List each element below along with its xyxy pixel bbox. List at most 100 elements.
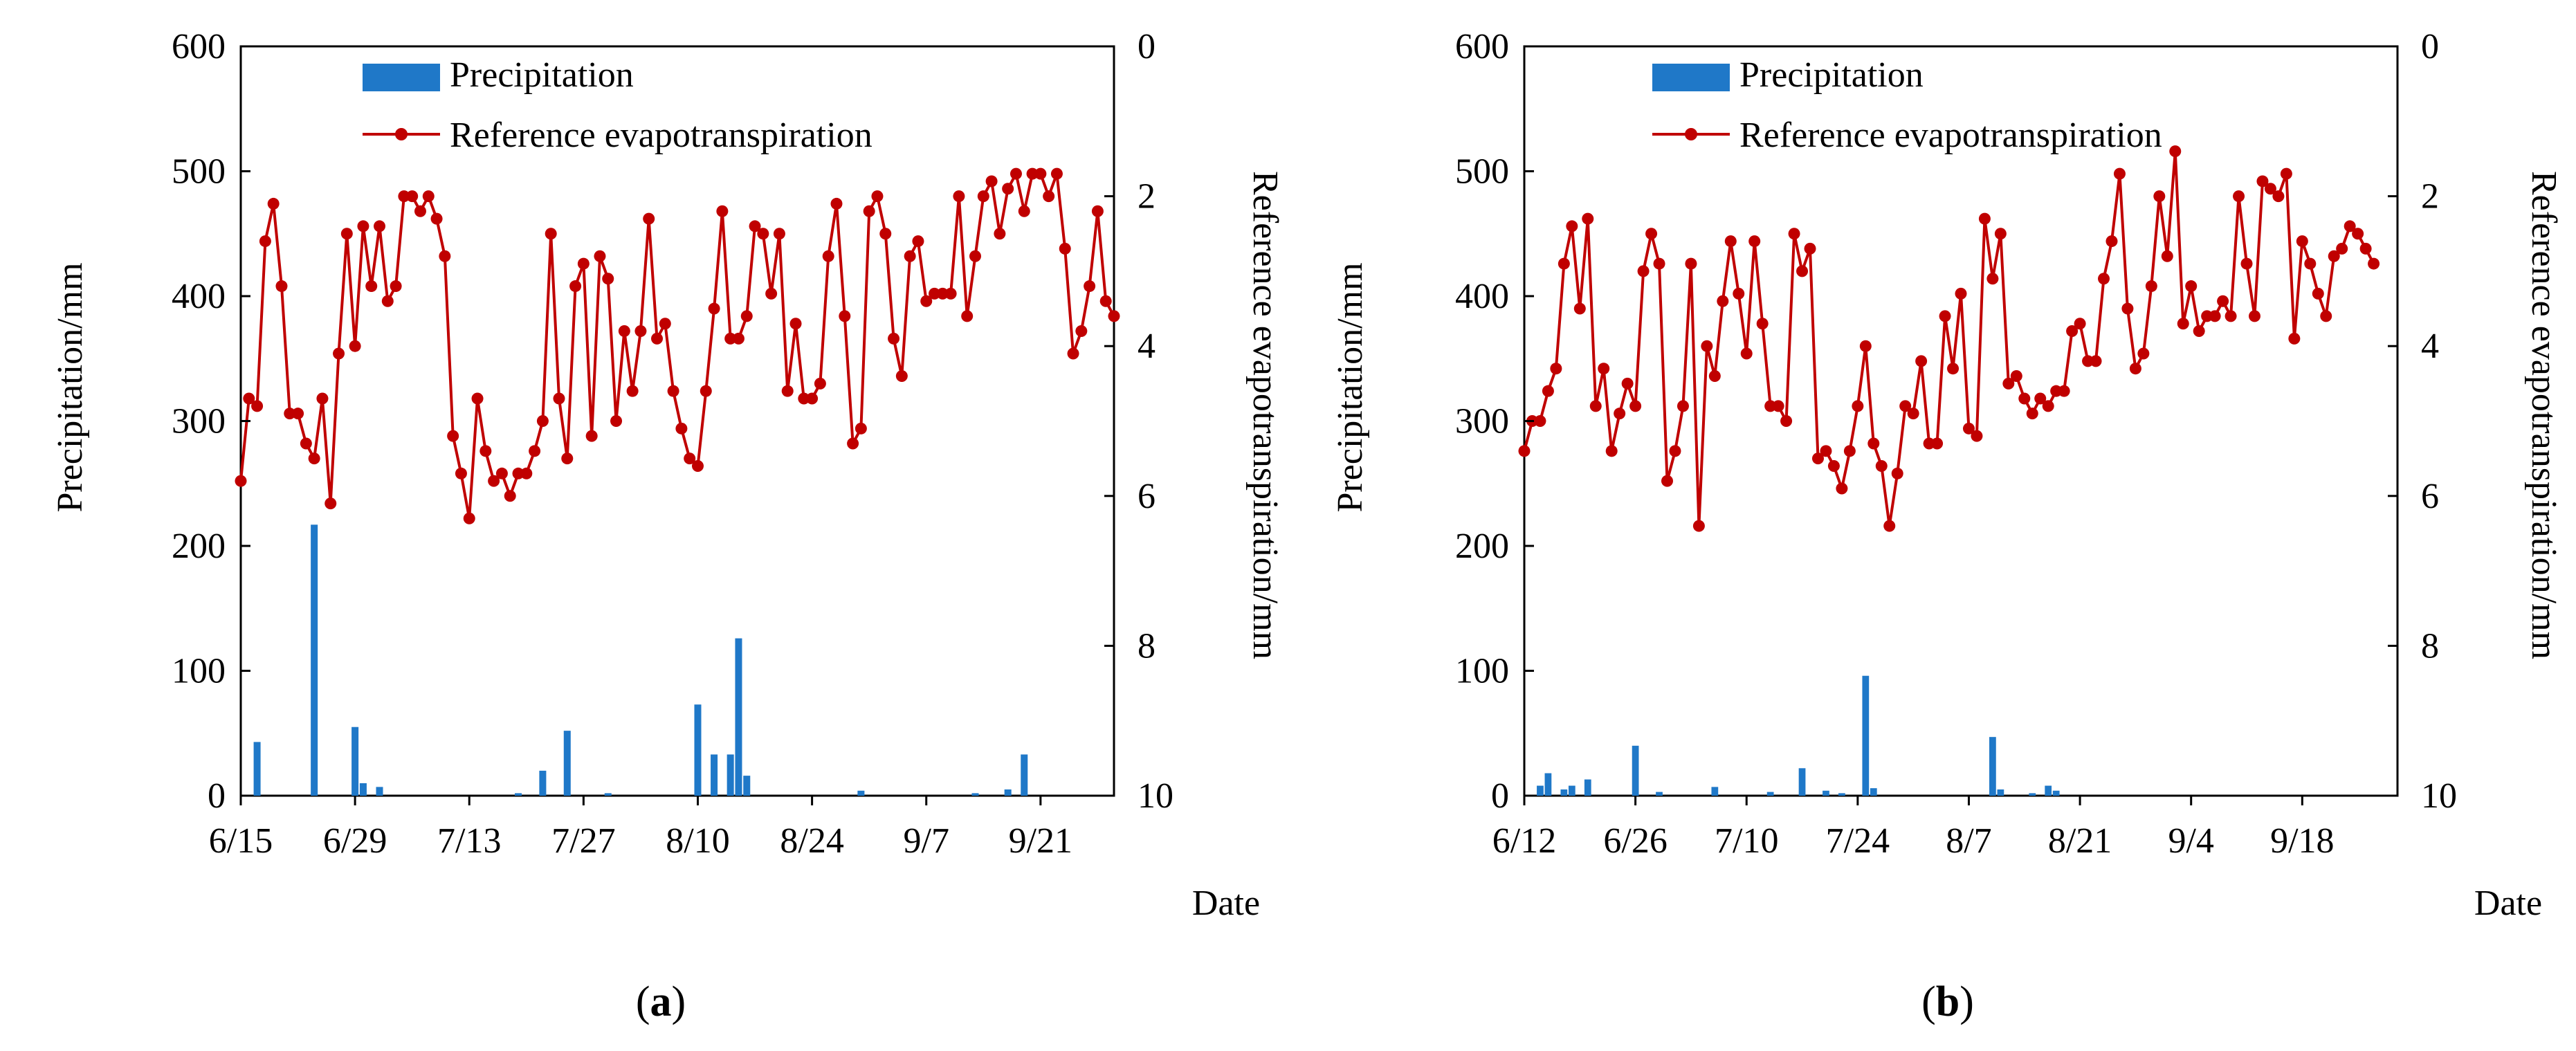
panel-a-et0-point <box>879 228 892 240</box>
panel-a-et0-point <box>488 475 500 487</box>
panel-b-right-axis-ticks: 0 2 4 6 8 10 <box>2388 27 2457 816</box>
panel-b-et0-point <box>2193 325 2205 338</box>
panel-b-et0-point <box>2264 183 2276 195</box>
panel-b-et0-point <box>1653 257 1665 270</box>
panel-b-et0-point <box>2105 235 2118 248</box>
panel-a-et0-point <box>920 295 933 307</box>
panel-b-et0-point <box>1836 482 1848 495</box>
panel-b-et0-point <box>2121 302 2134 315</box>
panel-b-et0-point <box>2042 400 2054 412</box>
panel-a-precip-bar <box>711 754 718 796</box>
panel-b-right-tick-label: 8 <box>2421 626 2439 666</box>
panel-a-et0-point <box>1010 167 1022 180</box>
panel-b-et0-point <box>1542 385 1554 397</box>
panel-a-et0-point <box>684 453 696 465</box>
panel-a-et0-point <box>235 475 247 487</box>
panel-a-left-tick-label: 100 <box>172 652 226 691</box>
panel-a-et0-point <box>479 445 492 457</box>
panel-b-et0-point <box>2018 392 2031 405</box>
panel-a-et0-point <box>700 385 712 397</box>
panel-a-et0-point <box>430 212 443 225</box>
panel-b-et0-point <box>2209 310 2221 322</box>
panel-a-et0-point <box>659 318 671 330</box>
panel-b-et0-point <box>1733 287 1745 300</box>
panel-a-legend-et0-marker <box>395 128 408 140</box>
panel-b-et0-point <box>2026 408 2038 420</box>
panel-b-et0-point <box>1605 445 1618 457</box>
panel-a-precip-bar <box>311 524 318 796</box>
panel-b-et0-point <box>2074 318 2086 330</box>
panel-a-x-tick-label: 7/27 <box>551 821 615 861</box>
panel-b-et0-point <box>1756 318 1769 330</box>
panel-a-precip-bars <box>253 524 1028 796</box>
panel-a-et0-point <box>749 220 761 232</box>
panel-b-et0-point <box>2153 190 2166 203</box>
panel-b-et0-point <box>1701 340 1713 352</box>
panel-b-et0-point <box>1582 212 1594 225</box>
panel-a-precip-bar <box>727 754 734 796</box>
panel-a-et0-point <box>757 228 769 240</box>
panel-b-et0-point <box>1724 235 1737 248</box>
panel-a-precip-bar <box>971 793 979 796</box>
panel-b-x-tick-label: 6/26 <box>1603 821 1667 861</box>
panel-b-et0-point <box>1637 265 1650 277</box>
panel-a-et0-point <box>716 205 729 217</box>
panel-b-et0-point <box>1899 400 1912 412</box>
panel-b-x-axis-ticks: 6/12 6/26 7/10 7/24 8/7 8/21 9/4 9/18 <box>1492 796 2335 861</box>
panel-a-et0-point <box>398 190 410 203</box>
panel-b-x-tick-label: 9/18 <box>2270 821 2334 861</box>
panel-b-precip-bar <box>1544 773 1552 796</box>
panel-a-plot-area <box>239 45 1115 797</box>
panel-a-precip-bar <box>359 783 367 796</box>
panel-a-x-axis-ticks: 6/15 6/29 7/13 7/27 8/10 8/24 9/7 9/21 <box>209 796 1072 861</box>
panel-b-et0-point <box>2248 310 2260 322</box>
panel-a-et0-point <box>643 212 655 225</box>
panel-b-et0-point <box>2359 242 2372 255</box>
panel-a-et0-point <box>284 408 296 420</box>
panel-a-precip-bar <box>735 638 742 796</box>
panel-b-et0-point <box>1852 400 1864 412</box>
panel-b-left-tick-label: 400 <box>1455 277 1509 316</box>
panel-b-plot-frame <box>1523 45 2399 797</box>
panel-a-precip-bar <box>1004 789 1012 796</box>
panel-b-precip-bar <box>1798 768 1806 796</box>
panel-b-et0-point <box>1827 459 1840 472</box>
panel-b-et0-point <box>1947 363 1960 375</box>
panel-b-et0-point <box>1931 437 1944 450</box>
panel-a-left-tick-label: 300 <box>172 402 226 441</box>
panel-a-et0-point <box>439 250 451 262</box>
panel-b-et0-point <box>1962 422 1975 435</box>
panel-a-et0-point <box>773 228 785 240</box>
panel-a-et0-point <box>839 310 851 322</box>
panel-b-x-tick-label: 8/7 <box>1946 821 1991 861</box>
panel-a-et0-point <box>912 235 924 248</box>
panel-a-et0-point <box>471 392 484 405</box>
panel-a: 0 100 200 300 400 500 600 0 2 4 6 8 10 6/15 6/29 7/13… <box>51 27 1285 1025</box>
panel-b-precip-bar <box>1870 788 1877 796</box>
panel-b-precip-bar <box>1997 789 2004 796</box>
panel-a-et0-point <box>994 228 1006 240</box>
panel-a-et0-point <box>814 377 826 390</box>
panel-b-et0-point <box>2177 318 2189 330</box>
panel-b-left-axis-ticks: 0 100 200 300 400 500 600 <box>1455 27 1534 816</box>
panel-b-label-letter: b <box>1936 978 1960 1025</box>
panel-b-plot-area <box>1523 45 2399 797</box>
panel-a-et0-point <box>871 190 884 203</box>
panel-b-et0-point <box>1788 228 1800 240</box>
panel-a-plot-frame <box>239 45 1115 797</box>
panel-a-et0-point <box>275 280 288 293</box>
panel-a-right-tick-label: 4 <box>1138 327 1155 366</box>
panel-b-precip-bar <box>2045 785 2052 796</box>
panel-b-xlabel: Date <box>2474 884 2542 923</box>
panel-b-et0-point <box>2129 363 2141 375</box>
panel-b-et0-point <box>1804 242 1816 255</box>
panel-a-et0-point <box>929 287 941 300</box>
panel-b-legend-precip-label: Precipitation <box>1739 55 1924 95</box>
panel-a-ylabel-left: Precipitation/mm <box>51 262 90 512</box>
panel-b-precip-bar <box>1862 675 1870 796</box>
panel-a-et0-line <box>235 167 1120 524</box>
panel-a-et0-point <box>847 437 859 450</box>
panel-b-et0-point <box>1708 370 1721 383</box>
panel-a-et0-point <box>512 467 524 479</box>
panel-b-precip-bar <box>1766 792 1774 796</box>
